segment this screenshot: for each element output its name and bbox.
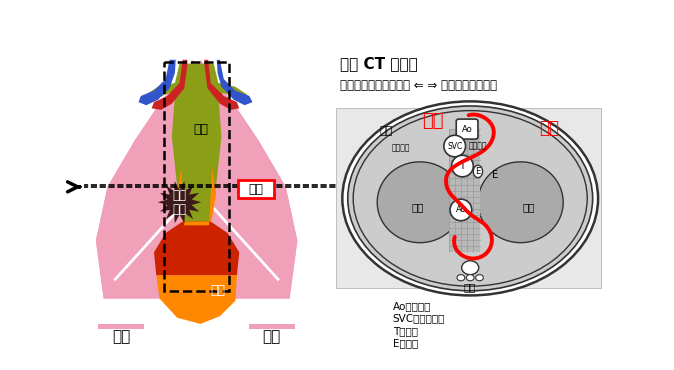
Text: SVC: SVC (447, 142, 462, 151)
Polygon shape (224, 106, 297, 299)
Bar (164, 62, 229, 291)
Polygon shape (144, 64, 179, 102)
Ellipse shape (353, 111, 587, 286)
Polygon shape (96, 60, 203, 299)
Polygon shape (158, 181, 202, 223)
Ellipse shape (377, 162, 462, 243)
Text: T：気管: T：気管 (393, 326, 418, 336)
Polygon shape (172, 64, 222, 229)
Polygon shape (96, 106, 169, 299)
Polygon shape (138, 60, 176, 105)
Ellipse shape (462, 261, 479, 275)
Polygon shape (448, 129, 479, 252)
Text: SVC：上大静脈: SVC：上大静脈 (393, 313, 445, 323)
Text: 胸部 CT 画像：: 胸部 CT 画像： (340, 56, 418, 71)
Text: 臓側胸膜: 臓側胸膜 (468, 142, 487, 151)
Ellipse shape (473, 165, 483, 178)
Text: 胸腔: 胸腔 (422, 112, 443, 130)
Polygon shape (214, 64, 249, 102)
Text: Ao: Ao (462, 125, 472, 134)
Text: 左肺: 左肺 (522, 203, 534, 213)
Polygon shape (217, 60, 253, 105)
Circle shape (452, 155, 473, 177)
Text: 背骨: 背骨 (464, 282, 477, 292)
Ellipse shape (476, 275, 483, 281)
Text: 縦隔: 縦隔 (249, 183, 264, 196)
Circle shape (444, 135, 466, 157)
Text: E：食道: E：食道 (393, 338, 418, 348)
Polygon shape (154, 222, 239, 275)
Text: T: T (460, 161, 465, 171)
Text: 縦隔: 縦隔 (539, 118, 559, 137)
FancyBboxPatch shape (239, 180, 274, 198)
Polygon shape (204, 60, 239, 110)
FancyBboxPatch shape (249, 324, 295, 350)
Polygon shape (152, 60, 187, 110)
FancyBboxPatch shape (456, 119, 478, 139)
Polygon shape (191, 60, 297, 299)
Polygon shape (156, 275, 237, 324)
Polygon shape (177, 168, 216, 225)
Ellipse shape (478, 162, 563, 243)
Text: E: E (475, 167, 481, 176)
Text: 左肺: 左肺 (263, 330, 281, 344)
Text: 右肺: 右肺 (411, 203, 424, 213)
FancyBboxPatch shape (98, 324, 144, 350)
Text: 縦隔
腫瘍: 縦隔 腫瘍 (173, 189, 187, 216)
Text: 心臓: 心臓 (211, 284, 226, 297)
Ellipse shape (466, 275, 474, 281)
Ellipse shape (342, 101, 598, 295)
Text: E: E (492, 170, 498, 180)
Ellipse shape (457, 275, 465, 281)
Ellipse shape (348, 106, 592, 291)
Text: 左図内の二重点線部（ ⇐ ⇒ ）での体の横断像: 左図内の二重点線部（ ⇐ ⇒ ）での体の横断像 (340, 79, 497, 92)
Text: 胸腺: 胸腺 (193, 122, 208, 135)
Text: 胸壁: 胸壁 (380, 126, 393, 136)
FancyBboxPatch shape (336, 108, 601, 289)
Circle shape (450, 199, 472, 221)
Text: Ao：大動脈: Ao：大動脈 (393, 301, 431, 311)
Text: Ao: Ao (456, 205, 466, 215)
Text: 壁側胸膜: 壁側胸膜 (391, 144, 410, 153)
Text: 右肺: 右肺 (113, 330, 131, 344)
